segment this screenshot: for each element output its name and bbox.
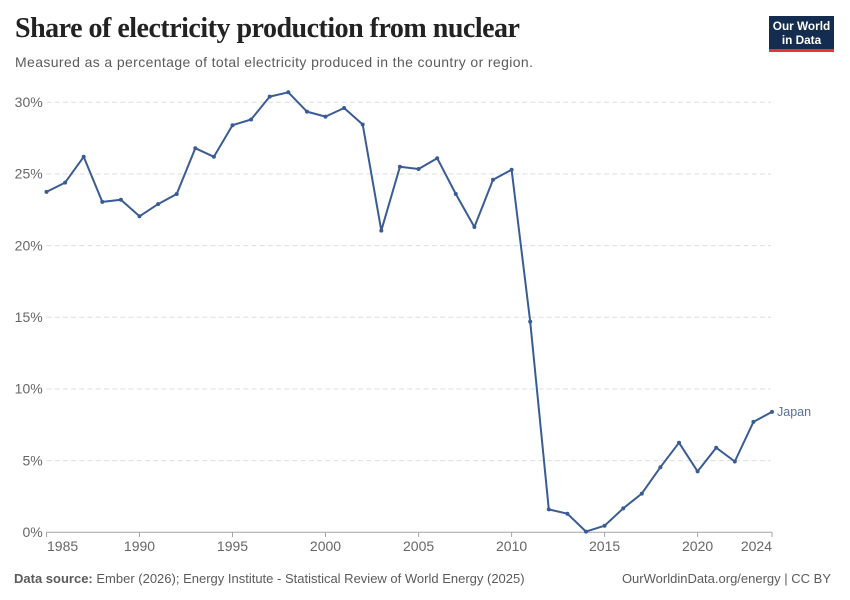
svg-text:2024: 2024: [741, 538, 772, 554]
svg-text:2000: 2000: [310, 538, 341, 554]
svg-text:2010: 2010: [496, 538, 527, 554]
svg-text:10%: 10%: [15, 381, 43, 397]
svg-text:1995: 1995: [217, 538, 248, 554]
svg-text:25%: 25%: [15, 166, 43, 182]
svg-text:Japan: Japan: [777, 405, 811, 419]
svg-text:2005: 2005: [403, 538, 434, 554]
svg-text:0%: 0%: [22, 524, 42, 540]
svg-text:2015: 2015: [589, 538, 620, 554]
svg-text:1990: 1990: [124, 538, 155, 554]
svg-text:5%: 5%: [22, 452, 42, 468]
svg-text:30%: 30%: [15, 94, 43, 110]
svg-text:1985: 1985: [47, 538, 78, 554]
svg-text:2020: 2020: [682, 538, 713, 554]
svg-text:15%: 15%: [15, 309, 43, 325]
svg-text:20%: 20%: [15, 237, 43, 253]
